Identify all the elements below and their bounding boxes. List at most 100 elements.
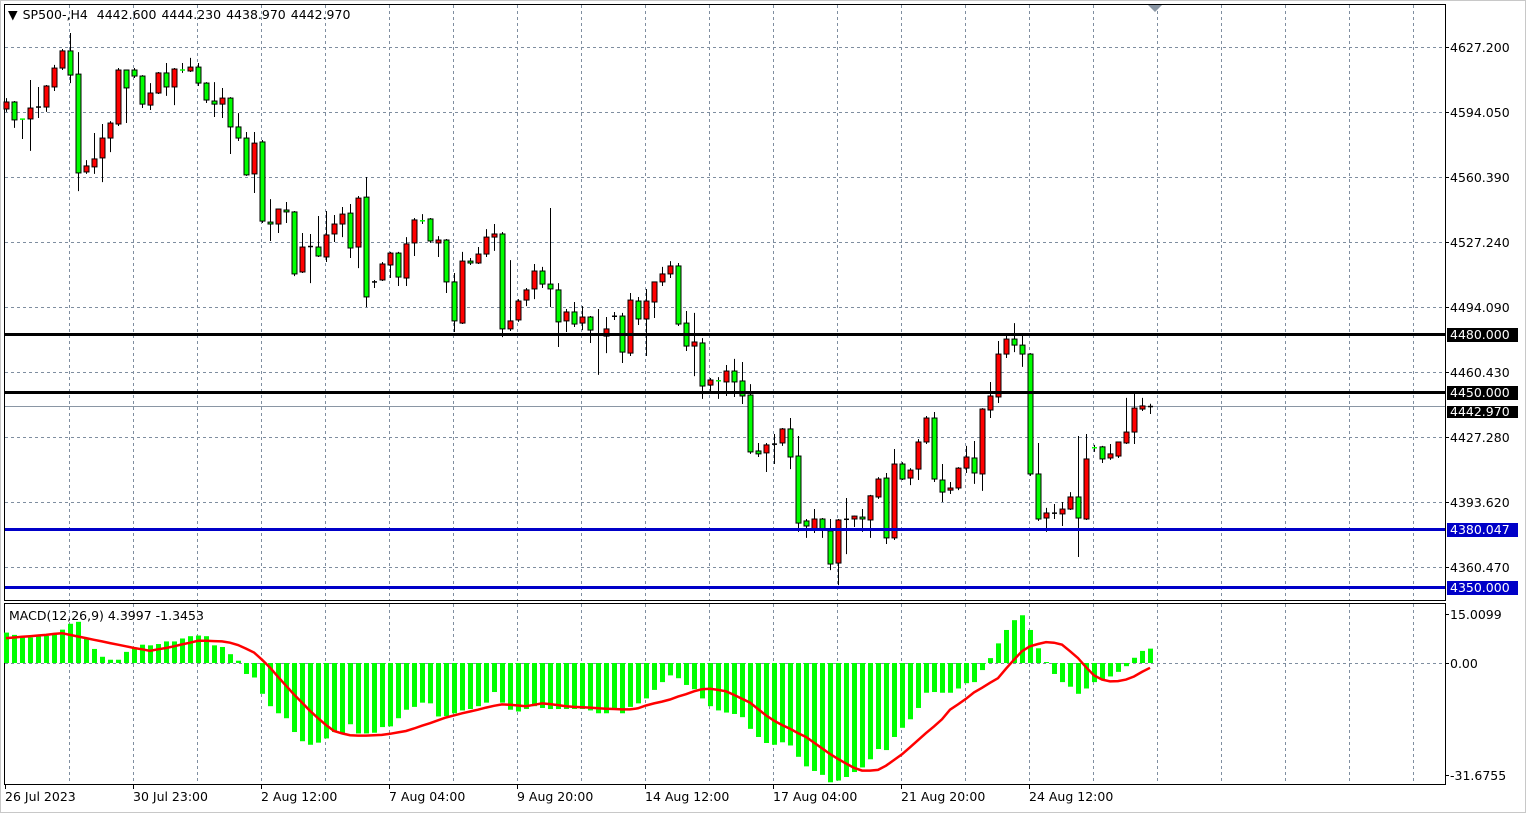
macd-histogram-bar — [780, 663, 785, 743]
macd-histogram-bar — [796, 663, 801, 757]
candle — [443, 239, 450, 294]
y-tick-label: 4460.430 — [1450, 364, 1510, 380]
candle — [36, 86, 41, 118]
candle-body — [707, 379, 714, 386]
candle — [451, 272, 458, 333]
macd-histogram-bar — [444, 663, 449, 717]
candle-body — [483, 236, 490, 255]
candle-body — [539, 270, 546, 285]
candle-body — [723, 370, 730, 383]
candle — [203, 82, 210, 103]
macd-histogram-bar — [396, 663, 401, 719]
candle — [667, 261, 674, 279]
candle — [523, 287, 530, 307]
y-tick-label: 4494.090 — [1450, 299, 1510, 315]
x-tick-label: 26 Jul 2023 — [5, 789, 76, 804]
candle — [612, 311, 617, 320]
macd-histogram-bar — [524, 663, 529, 710]
macd-histogram-bar — [1092, 663, 1097, 683]
macd-histogram-bar — [428, 663, 433, 704]
candle — [67, 32, 74, 84]
macd-histogram-bar — [68, 623, 73, 663]
macd-histogram-bar — [1044, 662, 1049, 664]
macd-histogram-bar — [636, 663, 641, 704]
macd-histogram-bar — [332, 663, 337, 733]
macd-histogram-bar — [404, 663, 409, 710]
candle-body — [347, 212, 354, 249]
candle-body — [787, 428, 794, 458]
symbol-timeframe: SP500-,H4 — [22, 7, 88, 22]
macd-histogram-bar — [836, 663, 841, 781]
x-tick-label: 30 Jul 23:00 — [133, 789, 208, 804]
macd-histogram-bar — [92, 648, 97, 663]
macd-histogram-bar — [788, 663, 793, 746]
candle-body — [627, 299, 634, 354]
candle-body — [867, 495, 874, 521]
candle — [1011, 323, 1018, 353]
candle-body — [275, 208, 282, 225]
macd-histogram-bar — [324, 663, 329, 739]
macd-histogram-bar — [516, 663, 521, 712]
macd-histogram-bar — [892, 663, 897, 737]
macd-histogram-bar — [884, 663, 889, 751]
candle — [979, 408, 986, 491]
macd-histogram-bar — [156, 644, 161, 663]
macd-histogram-bar — [596, 663, 601, 714]
macd-histogram-bar — [852, 663, 857, 773]
candle — [59, 48, 66, 71]
candle-body — [243, 137, 250, 176]
macd-histogram-bar — [484, 663, 489, 703]
candle-body — [139, 75, 146, 105]
macd-signal-line — [5, 631, 1151, 772]
candle — [1131, 394, 1138, 444]
candle — [963, 445, 970, 473]
macd-histogram-bar — [380, 663, 385, 728]
chart-header: ▼ SP500-,H4 4442.600 4444.230 4438.970 4442.… — [8, 7, 355, 22]
candle-body — [395, 252, 402, 278]
macd-histogram-bar — [1132, 657, 1137, 663]
candle — [915, 439, 922, 481]
candle — [291, 210, 298, 277]
candle — [899, 462, 906, 481]
candle-body — [227, 97, 234, 128]
macd-histogram-bar — [876, 663, 881, 750]
candle-body — [387, 252, 394, 266]
candle — [491, 224, 498, 251]
low-value: 4438.970 — [226, 7, 286, 22]
candle — [275, 208, 282, 233]
triangle-down-icon[interactable]: ▼ — [8, 7, 18, 22]
macd-histogram-bar — [508, 663, 513, 710]
candle — [844, 497, 849, 555]
candle — [499, 232, 506, 338]
candle — [1092, 444, 1097, 452]
macd-histogram-bar — [468, 663, 473, 710]
candle-body — [851, 515, 858, 520]
candle-body — [1027, 353, 1034, 475]
candle-body — [515, 300, 522, 321]
candle-body — [235, 126, 242, 139]
macd-histogram-bar — [180, 638, 185, 663]
candle — [627, 293, 634, 357]
candle-body — [795, 455, 802, 524]
candle-body — [923, 417, 930, 443]
macd-histogram-bar — [292, 663, 297, 733]
macd-histogram-bar — [820, 663, 825, 775]
candle — [659, 266, 666, 287]
macd-histogram-bar — [620, 663, 625, 714]
candle-body — [499, 233, 506, 330]
macd-histogram-bar — [580, 663, 585, 710]
macd-histogram-bar — [924, 663, 929, 693]
macd-histogram-bar — [436, 663, 441, 717]
macd-histogram-bar — [460, 663, 465, 711]
macd-tick-label: 15.0099 — [1450, 606, 1502, 622]
candle-body — [251, 142, 258, 175]
candle-body — [219, 97, 226, 105]
candle — [779, 427, 786, 446]
candle-body — [91, 158, 98, 168]
candle-body — [979, 408, 986, 475]
macd-histogram-bar — [236, 660, 241, 663]
macd-histogram-bar — [588, 663, 593, 711]
macd-histogram-bar — [844, 663, 849, 777]
macd-histogram-bar — [548, 663, 553, 710]
